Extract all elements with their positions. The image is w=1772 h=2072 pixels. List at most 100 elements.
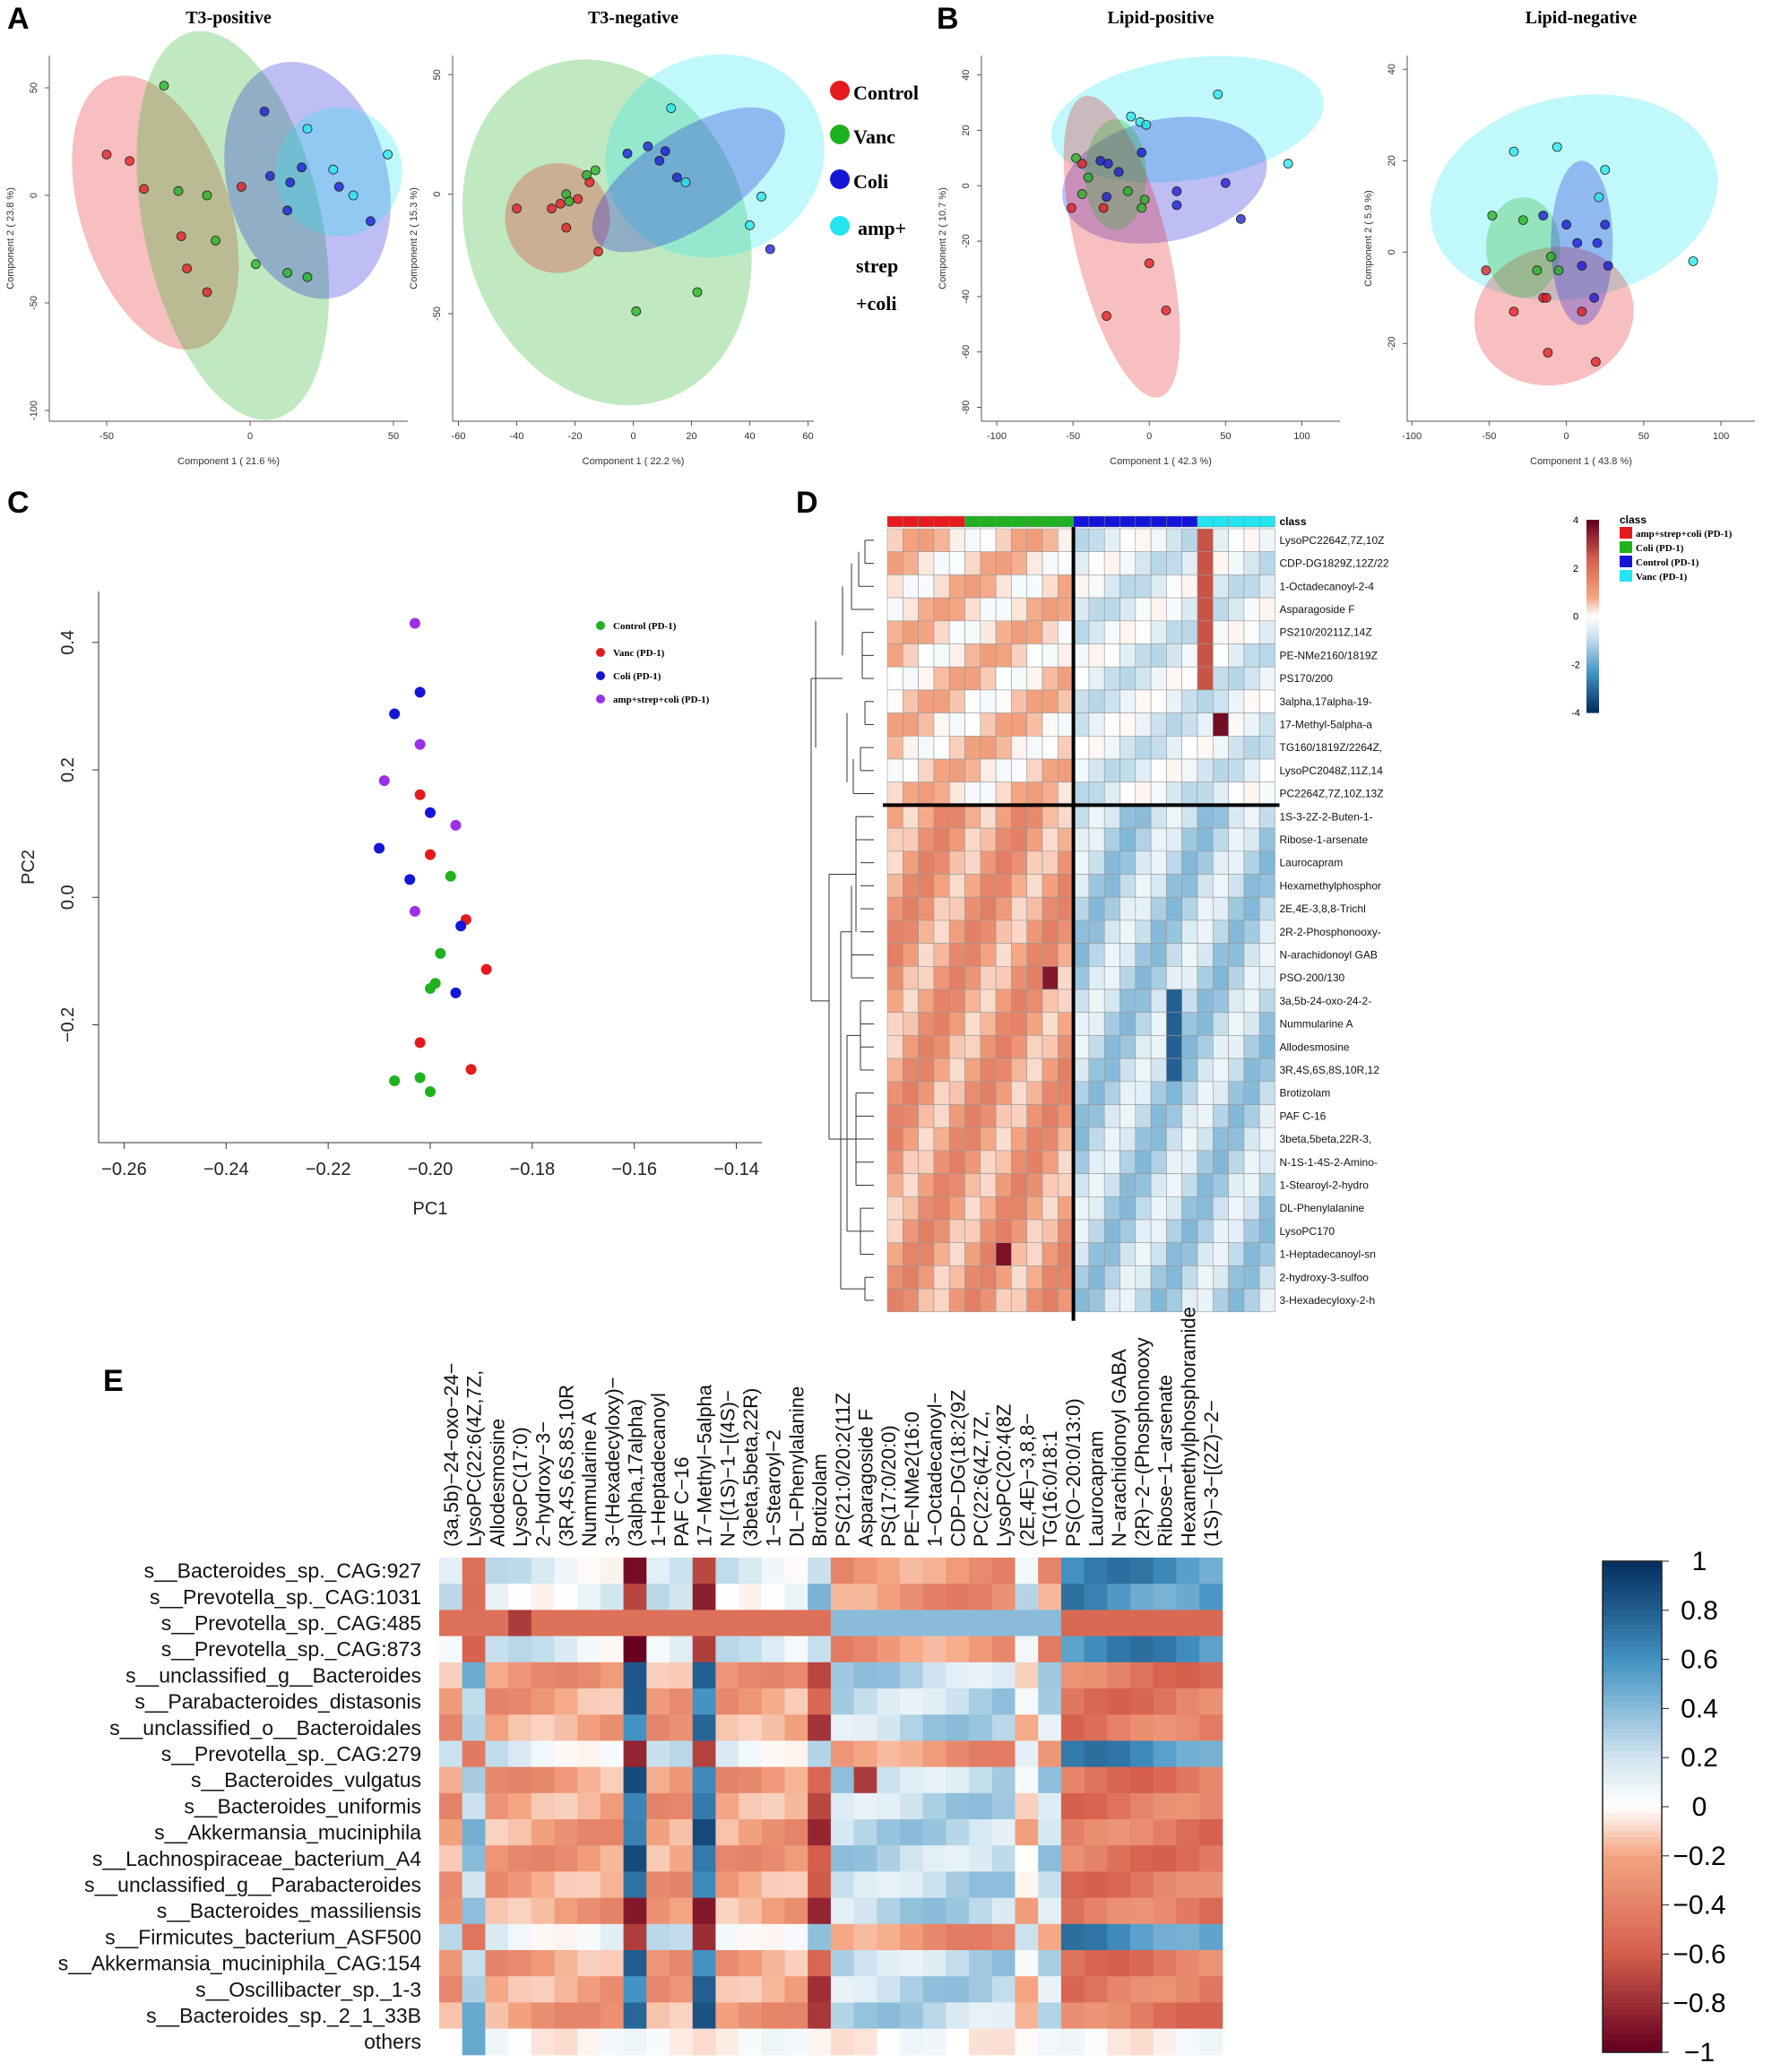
heatmap-e-cell: [900, 1766, 924, 1794]
heatmap-e-cell: [784, 1766, 808, 1794]
class-bar-cell: [1088, 515, 1105, 528]
data-point-red: [1144, 258, 1154, 269]
heatmap-e-cell: [692, 1636, 716, 1663]
heatmap-e-cell: [900, 1584, 924, 1610]
heatmap-e-cell: [1130, 1584, 1154, 1610]
x-tick-label: 0: [1146, 431, 1152, 442]
heatmap-d-cell: [1228, 989, 1245, 1014]
heatmap-e-cell: [577, 1923, 601, 1951]
heatmap-d-cell: [918, 943, 935, 967]
heatmap-d-cell: [1011, 1012, 1028, 1036]
heatmap-d-cell: [1135, 551, 1152, 575]
heatmap-d-cell: [1088, 1288, 1105, 1313]
heatmap-d-cell: [1243, 758, 1260, 783]
heatmap-d-cell: [1011, 712, 1028, 737]
heatmap-d-cell: [918, 1081, 935, 1105]
heatmap-d-row-label: DL-Phenylalanine: [1280, 1202, 1365, 1214]
heatmap-e-cell: [1038, 1766, 1062, 1794]
heatmap-e-cell: [991, 1871, 1016, 1899]
heatmap-d-scale-cell: [1586, 703, 1599, 707]
heatmap-e-cell: [739, 1976, 763, 2003]
heatmap-e-scale-cell: [1603, 1800, 1662, 1808]
heatmap-d-cell: [1135, 966, 1152, 990]
heatmap-e-scale-cell: [1603, 2040, 1662, 2047]
heatmap-e-cell: [969, 1558, 993, 1584]
heatmap-e-cell: [1060, 1976, 1085, 2003]
heatmap-d-cell: [995, 620, 1012, 644]
heatmap-d-cell: [1243, 551, 1260, 575]
heatmap-e-cell: [900, 1871, 924, 1899]
heatmap-d-cell: [980, 1127, 997, 1152]
heatmap-d-cell: [1243, 805, 1260, 829]
heatmap-e-scale-cell: [1603, 1585, 1662, 1593]
heatmap-d-cell: [1243, 781, 1260, 806]
heatmap-d-cell: [933, 574, 950, 599]
heatmap-d-cell: [886, 620, 903, 644]
heatmap-d-cell: [1243, 1081, 1260, 1105]
heatmap-e-cell: [692, 1976, 716, 2003]
heatmap-e-scale-cell: [1603, 1898, 1662, 1906]
heatmap-e-cell: [439, 1636, 463, 1663]
row-dendrogram: [810, 540, 874, 1301]
heatmap-d-cell: [1181, 1173, 1198, 1197]
heatmap-e-cell: [784, 1662, 808, 1689]
heatmap-d-cell: [1088, 1219, 1105, 1244]
heatmap-d-cell: [1213, 1288, 1229, 1313]
heatmap-e-cell: [577, 1714, 601, 1741]
heatmap-d-cell: [1258, 781, 1275, 806]
heatmap-e-cell: [808, 1871, 832, 1899]
heatmap-d-cell: [1011, 597, 1028, 622]
pca-point: [425, 1086, 436, 1098]
heatmap-d-cell: [1088, 1081, 1105, 1105]
heatmap-d-cell: [918, 781, 935, 806]
y-tick-label: 20: [961, 125, 972, 135]
heatmap-e-cell: [922, 1897, 947, 1925]
heatmap-d-cell: [1026, 666, 1043, 691]
heatmap-d-cell: [1073, 827, 1090, 852]
heatmap-d-cell: [1103, 1150, 1120, 1174]
heatmap-d-cell: [1258, 919, 1275, 944]
heatmap-d-cell: [980, 574, 997, 599]
heatmap-e-scale-cell: [1603, 1769, 1662, 1777]
heatmap-d-cell: [1026, 735, 1043, 760]
heatmap-d-cell: [902, 1058, 919, 1083]
heatmap-e-cell: [623, 2028, 647, 2056]
heatmap-d-cell: [1258, 712, 1275, 737]
heatmap-e-cell: [508, 1636, 532, 1663]
heatmap-e-cell: [761, 1610, 785, 1637]
heatmap-d-cell: [1026, 850, 1043, 875]
heatmap-e-column-label: PS(21:0/20:2(11Z: [832, 1393, 854, 1547]
heatmap-e-cell: [1015, 1792, 1039, 1820]
heatmap-e-cell: [900, 1923, 924, 1951]
heatmap-d-cell: [1228, 1288, 1245, 1313]
heatmap-d-cell: [1228, 1196, 1245, 1221]
heatmap-e-cell: [969, 1871, 993, 1899]
heatmap-d-cell: [1073, 1242, 1090, 1266]
heatmap-d-cell: [948, 1150, 965, 1174]
heatmap-d-scale-cell: [1586, 609, 1599, 614]
heatmap-d-cell: [980, 1035, 997, 1059]
heatmap-e-row-label: s__Oscillibacter_sp._1-3: [195, 1978, 421, 2001]
heatmap-e-cell: [900, 1976, 924, 2003]
heatmap-d-cell: [1135, 758, 1152, 783]
heatmap-e-cell: [715, 1950, 739, 1977]
heatmap-d-cell: [1150, 758, 1167, 783]
heatmap-e-cell: [462, 1845, 486, 1872]
heatmap-e-cell: [1107, 2002, 1131, 2030]
heatmap-d-cell: [1119, 1035, 1137, 1059]
heatmap-d-cell: [964, 1196, 981, 1221]
heatmap-e-cell: [1199, 1976, 1223, 2003]
heatmap-e-scale-tick: 0.2: [1681, 1743, 1718, 1773]
heatmap-d-row-label: LysoPC2048Z,11Z,14: [1280, 764, 1384, 777]
heatmap-d-cell: [918, 1173, 935, 1197]
heatmap-e-column-label: PS(O−20:0/13:0): [1062, 1398, 1085, 1547]
heatmap-e-cell: [922, 1976, 947, 2003]
heatmap-d-cell: [1197, 1104, 1214, 1128]
heatmap-e-cell: [739, 1871, 763, 1899]
heatmap-d-cell: [948, 1012, 965, 1036]
heatmap-e-cell: [969, 1923, 993, 1951]
heatmap-d-cell: [948, 966, 965, 990]
data-point-green: [1083, 172, 1093, 183]
heatmap-d-cell: [1135, 1219, 1152, 1244]
x-axis-label: PC1: [413, 1199, 448, 1219]
